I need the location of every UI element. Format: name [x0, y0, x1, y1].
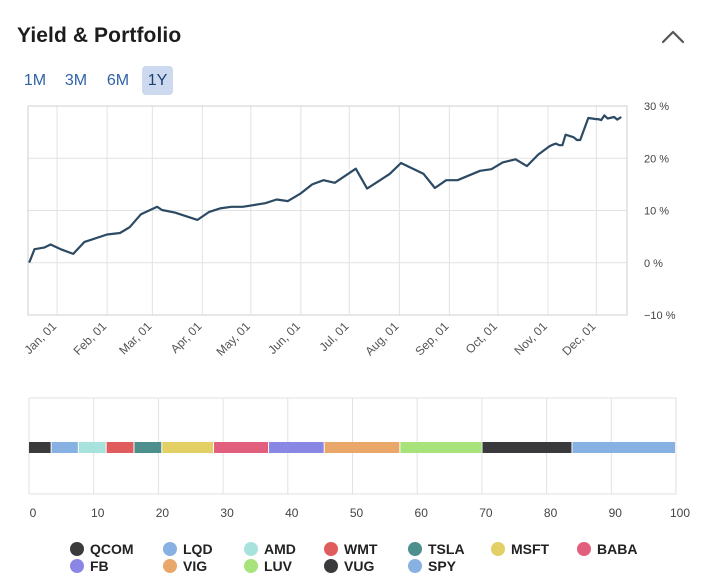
x-tick-label: 70: [479, 506, 493, 520]
legend-marker-qcom: [70, 542, 84, 556]
x-tick-label: 80: [544, 506, 558, 520]
legend-label-luv: LUV: [264, 558, 293, 574]
legend-label-spy: SPY: [428, 558, 457, 574]
tab-6m[interactable]: 6M: [106, 72, 130, 89]
legend-marker-tsla: [408, 542, 422, 556]
yield-line: [28, 114, 622, 263]
allocation-segment-fb: [269, 442, 324, 453]
legend-marker-vug: [324, 559, 338, 573]
x-tick-label: 10: [91, 506, 105, 520]
tab-1y[interactable]: 1Y: [142, 66, 173, 95]
x-tick-label: 90: [609, 506, 623, 520]
x-tick-label: 30: [220, 506, 234, 520]
allocation-segment-qcom: [29, 442, 51, 453]
legend-label-msft: MSFT: [511, 541, 550, 557]
allocation-segment-tsla: [134, 442, 162, 453]
legend-label-fb: FB: [90, 558, 109, 574]
allocation-segment-luv: [400, 442, 482, 453]
legend-marker-msft: [491, 542, 505, 556]
allocation-segment-msft: [162, 442, 214, 453]
legend-label-lqd: LQD: [183, 541, 213, 557]
x-tick-label: 60: [415, 506, 429, 520]
tab-3m[interactable]: 3M: [64, 72, 88, 89]
allocation-segment-vug: [482, 442, 572, 453]
allocation-segment-lqd: [51, 442, 78, 453]
legend-label-baba: BABA: [597, 541, 637, 557]
legend-marker-luv: [244, 559, 258, 573]
legend-label-amd: AMD: [264, 541, 296, 557]
legend-marker-wmt: [324, 542, 338, 556]
legend-label-qcom: QCOM: [90, 541, 134, 557]
legend-marker-fb: [70, 559, 84, 573]
yield-line-chart: 30 %20 %10 %0 %−10 %Jan, 01 Feb, 01 Mar, 0…: [21, 101, 676, 359]
y-tick-label: 10 %: [644, 206, 669, 218]
legend-marker-vig: [163, 559, 177, 573]
x-tick-label: 50: [350, 506, 364, 520]
x-tick-label: 20: [156, 506, 170, 520]
legend-marker-spy: [408, 559, 422, 573]
x-tick-label: 40: [285, 506, 299, 520]
section-title: Yield & Portfolio: [17, 24, 182, 47]
portfolio-allocation-chart: 0 10 20 30 40 50 60 70 80 90 100: [28, 397, 690, 520]
x-tick-label: 0: [30, 506, 37, 520]
x-tick-label: 100: [670, 506, 690, 520]
y-tick-label: 0 %: [644, 258, 663, 270]
legend-label-tsla: TSLA: [428, 541, 465, 557]
allocation-segment-baba: [214, 442, 269, 453]
tab-1m[interactable]: 1M: [23, 72, 47, 89]
legend-marker-amd: [244, 542, 258, 556]
plot-frame: [27, 105, 628, 316]
legend-label-vig: VIG: [183, 558, 207, 574]
y-tick-label: 30 %: [644, 101, 669, 113]
allocation-segment-amd: [78, 442, 106, 453]
legend-marker-baba: [577, 542, 591, 556]
allocation-segment-wmt: [106, 442, 134, 453]
allocation-segment-vig: [324, 442, 400, 453]
legend-label-vug: VUG: [344, 558, 374, 574]
y-tick-label: 20 %: [644, 153, 669, 165]
legend-marker-lqd: [163, 542, 177, 556]
y-tick-label: −10 %: [644, 310, 676, 322]
allocation-segment-spy: [572, 442, 675, 453]
chevron-up-icon[interactable]: [659, 26, 687, 48]
legend-label-wmt: WMT: [344, 541, 378, 557]
